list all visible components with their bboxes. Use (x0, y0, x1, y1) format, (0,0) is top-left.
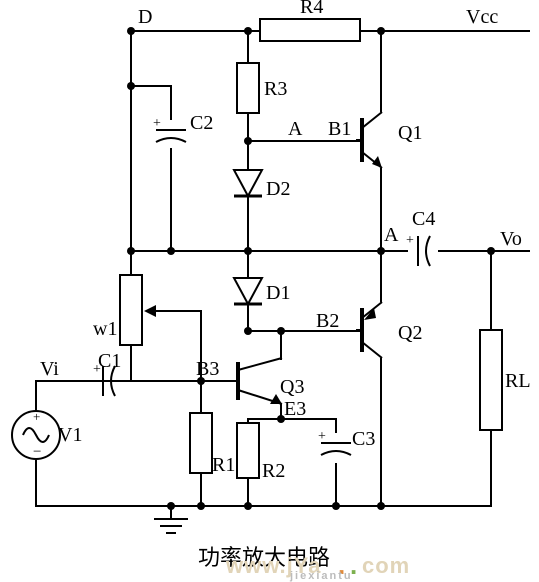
node (244, 247, 252, 255)
svg-text:+: + (153, 116, 161, 131)
node (244, 137, 252, 145)
label-a1: A (288, 118, 302, 141)
label-w1: w1 (93, 318, 117, 341)
wire (170, 85, 172, 120)
wire (490, 430, 492, 507)
label-q1: Q1 (398, 122, 422, 145)
resistor-r3 (236, 63, 260, 113)
label-c1: C1 (98, 350, 121, 373)
wire (130, 345, 132, 382)
wire (360, 30, 382, 32)
svg-text:−: − (33, 444, 41, 460)
capacitor-c3: + (318, 431, 354, 463)
label-d1: D1 (266, 282, 290, 305)
label-r4: R4 (300, 0, 323, 19)
svg-text:+: + (33, 409, 40, 424)
node (127, 27, 135, 35)
wire (170, 148, 172, 250)
label-a2: A (384, 224, 398, 247)
capacitor-c2: + (153, 118, 189, 150)
node (277, 327, 285, 335)
capacitor-c4: + (406, 233, 440, 269)
wire (148, 310, 202, 312)
label-vcc: Vcc (466, 6, 498, 29)
wire (247, 210, 249, 278)
wire (380, 30, 382, 112)
resistor-rl (479, 330, 503, 430)
node (244, 502, 252, 510)
wire (130, 30, 132, 250)
source-v1: + − (11, 408, 61, 462)
wire (490, 250, 492, 330)
node (127, 82, 135, 90)
potentiometer-w1 (119, 275, 143, 345)
node (377, 247, 385, 255)
resistor-r1 (189, 413, 213, 473)
label-r3: R3 (264, 78, 287, 101)
label-d: D (138, 6, 152, 29)
resistor-r4 (260, 18, 360, 44)
wire (380, 168, 382, 302)
label-c4: C4 (412, 208, 435, 231)
svg-text:+: + (318, 429, 326, 444)
watermark-com: com (362, 553, 410, 579)
label-v1: V1 (58, 424, 82, 447)
node (127, 247, 135, 255)
node (332, 502, 340, 510)
label-rl: RL (505, 370, 531, 393)
wire (247, 30, 260, 32)
wire (335, 463, 337, 507)
label-q2: Q2 (398, 322, 422, 345)
schematic-root: + + + + (0, 0, 539, 581)
diode-d1 (231, 276, 265, 320)
node (487, 247, 495, 255)
node (167, 502, 175, 510)
resistor-r2 (236, 423, 260, 478)
wire (35, 380, 37, 410)
label-q3: Q3 (280, 376, 304, 399)
label-e3: E3 (284, 398, 306, 421)
label-b3: B3 (196, 358, 219, 381)
potentiometer-wiper-icon (142, 303, 156, 319)
watermark-sub: jiexiantu (290, 570, 353, 582)
svg-text:+: + (406, 233, 414, 248)
label-r2: R2 (262, 460, 285, 483)
node (167, 247, 175, 255)
wire (35, 505, 492, 507)
node (377, 502, 385, 510)
wire (130, 85, 172, 87)
label-b1: B1 (328, 118, 351, 141)
label-b2: B2 (316, 310, 339, 333)
label-vi: Vi (40, 358, 59, 381)
label-c2: C2 (190, 112, 213, 135)
label-vo: Vo (500, 228, 522, 251)
label-r1: R1 (212, 454, 235, 477)
label-d2: D2 (266, 178, 290, 201)
diode-d2 (231, 168, 265, 212)
node (197, 502, 205, 510)
wire (380, 358, 382, 507)
ground-icon (152, 517, 190, 539)
label-c3: C3 (352, 428, 375, 451)
node (244, 327, 252, 335)
wire (35, 460, 37, 507)
